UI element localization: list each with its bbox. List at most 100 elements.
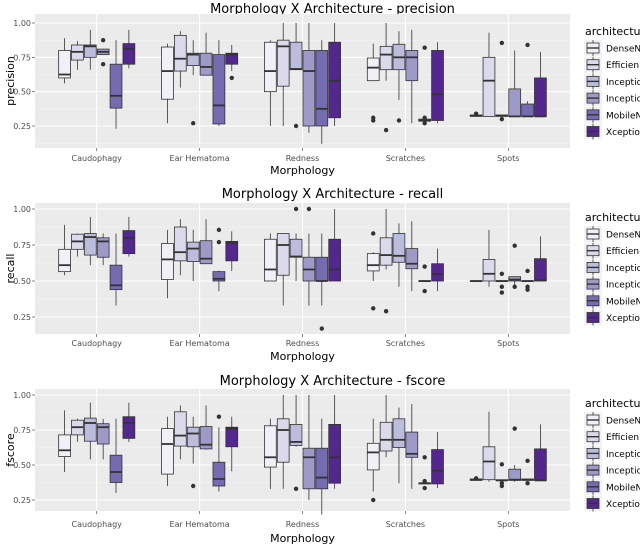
box-iqr: [302, 447, 316, 490]
y-tick-label: 0.75: [13, 241, 31, 250]
box-iqr: [534, 448, 547, 481]
box-inceptio: [199, 219, 213, 265]
legend-label: Inceptio: [606, 95, 640, 105]
outlier-point: [216, 414, 222, 419]
box-iqr: [83, 233, 97, 256]
box-iqr: [225, 52, 239, 65]
x-axis-title: Morphology: [270, 532, 335, 545]
box-inceptio: [289, 206, 303, 281]
chart-panel-precision: Morphology X Architecture - precision 0.2…: [4, 2, 640, 177]
box-inceptio: [495, 271, 509, 295]
box-efficien: [379, 209, 393, 314]
box-iqr: [212, 54, 226, 125]
box-xceptio: [431, 248, 444, 292]
chart-panel-recall: Morphology X Architecture - recall 0.25 0.…: [4, 187, 640, 363]
box-iqr: [109, 264, 123, 291]
box-iqr: [83, 417, 97, 442]
x-tick-label: Scratches: [386, 339, 425, 348]
chart-title: Morphology X Architecture - fscore: [220, 374, 446, 389]
box-iqr: [83, 44, 97, 58]
chart-title: Morphology X Architecture - precision: [210, 2, 455, 17]
outlier-point: [396, 118, 402, 123]
box-densen: [161, 416, 174, 486]
box-iqr: [379, 237, 393, 266]
outlier-point: [512, 243, 517, 248]
box-xceptio: [534, 51, 547, 118]
box-iqr: [366, 57, 380, 82]
outlier-point: [383, 309, 389, 314]
outlier-point: [371, 306, 376, 311]
x-tick-label: Redness: [286, 339, 320, 348]
legend-label: Efficien: [606, 247, 639, 257]
y-tick-label: 0.50: [13, 461, 31, 470]
box-inceptio: [302, 395, 316, 500]
box-iqr: [161, 46, 174, 100]
box-iqr: [534, 258, 547, 282]
box-inceptio: [186, 229, 200, 281]
box-inceptio: [199, 32, 213, 76]
y-axis-title: recall: [4, 254, 17, 284]
y-tick-label: 0.25: [13, 313, 31, 322]
box-mobilen: [212, 227, 226, 292]
box-iqr: [109, 63, 123, 109]
box-mobilen: [212, 414, 226, 492]
y-tick-label: 0.25: [13, 496, 31, 505]
outlier-point: [216, 227, 222, 233]
box-inceptio: [508, 243, 522, 289]
box-iqr: [289, 238, 303, 258]
outlier-point: [525, 287, 530, 292]
box-densen: [161, 43, 174, 124]
legend-label: MobileN: [606, 297, 640, 307]
outlier-point: [525, 458, 530, 463]
legend-label: DenseN: [606, 45, 640, 55]
box-inceptio: [392, 223, 406, 287]
x-tick-label: Scratches: [386, 154, 425, 163]
outlier-point: [422, 288, 427, 294]
box-inceptio: [495, 40, 509, 122]
box-xceptio: [122, 216, 136, 257]
box-iqr: [302, 50, 316, 127]
legend-label: Efficien: [606, 433, 639, 443]
outlier-point: [499, 40, 505, 46]
box-iqr: [96, 423, 110, 445]
legend: architectu DenseN Efficien Inceptio Inceptio…: [584, 397, 640, 512]
box-iqr: [264, 425, 277, 468]
box-iqr: [482, 56, 496, 117]
box-efficien: [276, 233, 290, 306]
box-densen: [264, 40, 277, 126]
box-densen: [469, 111, 483, 117]
x-tick-label: Scratches: [386, 520, 425, 529]
box-iqr: [366, 442, 380, 471]
outlier-point: [100, 61, 106, 67]
box-mobilen: [315, 40, 329, 144]
box-iqr: [109, 454, 123, 483]
box-iqr: [161, 428, 174, 475]
box-iqr: [264, 41, 277, 93]
box-iqr: [482, 258, 496, 282]
box-efficien: [173, 405, 187, 460]
box-iqr: [521, 103, 534, 117]
outlier-point: [229, 75, 234, 81]
outlier-point: [190, 121, 196, 126]
legend-label: DenseN: [606, 231, 640, 241]
legend-title: architectu: [585, 211, 640, 224]
x-axis-title: Morphology: [270, 164, 335, 177]
x-tick-label: Redness: [286, 520, 320, 529]
box-xceptio: [534, 424, 547, 482]
y-tick-label: 1.00: [13, 19, 31, 28]
box-densen: [366, 231, 380, 311]
box-iqr: [392, 233, 406, 263]
outlier-point: [499, 116, 505, 122]
box-inceptio: [289, 395, 303, 491]
box-efficien: [173, 31, 187, 88]
box-inceptio: [302, 206, 316, 306]
box-iqr: [173, 226, 187, 262]
outlier-point: [371, 118, 376, 123]
y-tick-label: 0.25: [13, 122, 31, 131]
box-inceptio: [302, 23, 316, 133]
box-mobilen: [521, 268, 534, 292]
outlier-point: [216, 239, 222, 245]
y-tick-label: 1.00: [13, 205, 31, 214]
box-xceptio: [431, 42, 444, 124]
outlier-point: [293, 206, 299, 212]
